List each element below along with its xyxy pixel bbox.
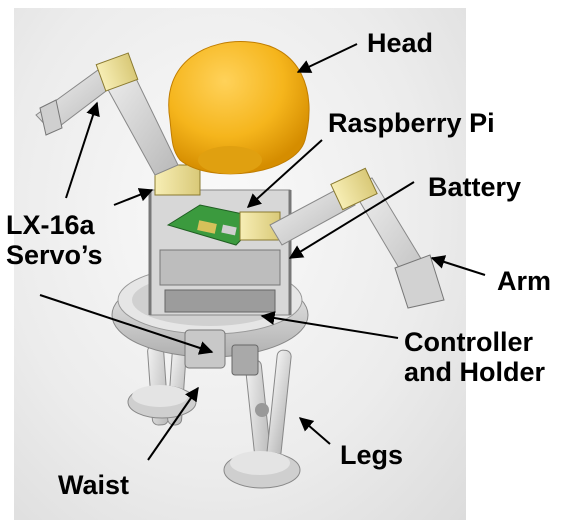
arrows <box>39 43 486 461</box>
arrow-servo-3 <box>39 294 214 355</box>
arrow-servo-1 <box>65 101 100 199</box>
label-arm: Arm <box>497 266 552 296</box>
label-servos-line1: LX-16a <box>6 210 95 240</box>
label-raspberry-pi: Raspberry Pi <box>328 108 495 138</box>
head <box>168 41 310 175</box>
arrow-battery <box>288 181 415 259</box>
arrow-servo-2 <box>113 188 154 206</box>
label-controller-line2: and Holder <box>404 357 546 387</box>
arrow-legs <box>298 417 331 445</box>
arrow-raspberry-pi <box>246 139 323 208</box>
arrow-waist <box>147 386 199 461</box>
label-controller-line1: Controller <box>404 327 534 357</box>
arrow-head <box>296 43 358 73</box>
arrow-arm <box>430 255 486 276</box>
label-controller: Controller and Holder <box>404 327 545 387</box>
label-servos: LX-16a Servo’s <box>6 210 103 270</box>
right-leg <box>223 349 301 489</box>
label-legs: Legs <box>340 440 404 470</box>
label-waist: Waist <box>58 470 130 500</box>
servo-shoulder-left <box>154 164 201 196</box>
label-servos-line2: Servo’s <box>6 240 103 270</box>
left-arm <box>35 52 179 176</box>
label-head: Head <box>367 28 434 58</box>
label-battery: Battery <box>428 172 522 202</box>
arrow-controller <box>260 311 399 339</box>
